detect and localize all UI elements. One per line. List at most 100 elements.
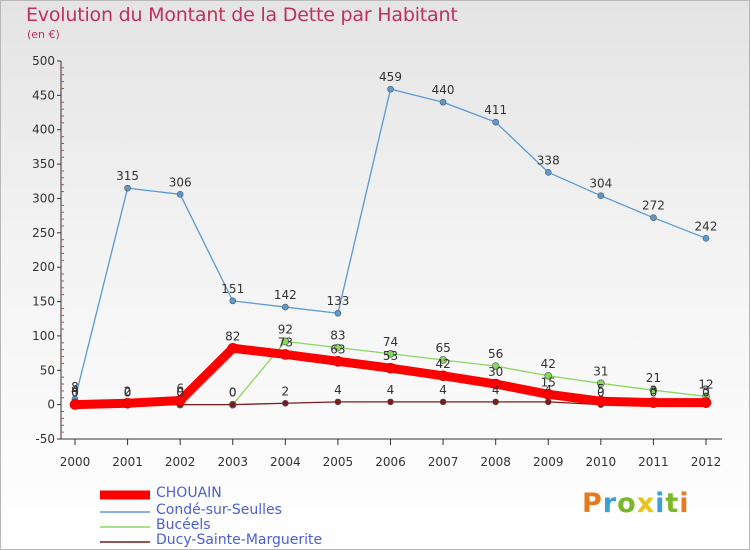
data-point <box>334 343 342 352</box>
logo-letter: o <box>617 488 637 519</box>
y-tick-label: 450 <box>32 88 55 102</box>
data-label: 151 <box>221 282 244 296</box>
data-point <box>439 98 447 106</box>
x-tick-label: 2002 <box>165 455 196 469</box>
data-point <box>544 371 553 380</box>
data-point <box>332 356 344 367</box>
logo-letter: P <box>582 488 603 519</box>
data-label: 5 <box>597 382 605 396</box>
data-label: 0 <box>176 386 184 400</box>
y-tick-label: 50 <box>40 363 55 377</box>
data-point <box>491 362 500 370</box>
x-tick-label: 2007 <box>428 455 459 469</box>
data-label: 92 <box>278 322 293 336</box>
data-point <box>595 395 607 407</box>
logo-letter: t <box>665 488 680 519</box>
data-label: 459 <box>379 70 402 84</box>
proxiti-logo: Proxiti <box>582 488 690 519</box>
data-label: 0 <box>71 386 79 400</box>
series-conde-sur-seulles <box>71 85 710 403</box>
data-label: 3 <box>702 384 710 398</box>
data-label: 21 <box>646 371 661 385</box>
data-label: 31 <box>593 364 608 378</box>
data-label: 73 <box>278 335 293 349</box>
legend-label: Condé-sur-Seulles <box>156 502 282 518</box>
data-label: 411 <box>484 103 507 117</box>
data-point <box>282 303 289 311</box>
x-tick-label: 2008 <box>480 455 511 469</box>
data-label: 74 <box>383 335 398 349</box>
x-tick-label: 2001 <box>112 455 143 469</box>
data-point <box>439 398 447 406</box>
data-label: 83 <box>330 329 345 343</box>
chart-subtitle: (en €) <box>27 28 60 41</box>
data-label: 0 <box>702 386 710 400</box>
data-point <box>542 389 554 400</box>
data-label: 0 <box>71 386 79 400</box>
legend-label: CHOUAIN <box>156 485 222 501</box>
logo-letter: i <box>679 488 690 519</box>
x-tick-label: 2009 <box>533 455 564 469</box>
chart-title: Evolution du Montant de la Dette par Hab… <box>26 4 458 26</box>
data-point <box>597 192 605 200</box>
data-point <box>229 297 237 305</box>
x-tick-label: 2005 <box>323 455 354 469</box>
data-point <box>387 398 394 406</box>
data-label: 142 <box>274 288 297 302</box>
data-point <box>334 398 342 406</box>
data-point <box>437 370 449 382</box>
data-point <box>280 349 291 360</box>
data-label: 4 <box>492 383 500 397</box>
data-label: 4 <box>71 383 79 397</box>
data-label: 0 <box>229 386 237 400</box>
data-point <box>122 397 133 409</box>
data-point <box>282 399 289 407</box>
legend-label: Bucéels <box>156 517 211 533</box>
y-tick-label: 200 <box>32 260 55 274</box>
data-point <box>174 395 186 406</box>
data-label: 304 <box>589 177 612 191</box>
y-tick-label: 350 <box>32 157 55 171</box>
data-label: 63 <box>330 342 345 356</box>
y-tick-label: -50 <box>35 432 55 446</box>
legend-swatch-ducy <box>100 541 150 543</box>
y-tick-label: 0 <box>47 398 55 412</box>
data-point <box>490 378 501 390</box>
y-tick-label: 500 <box>32 54 55 68</box>
data-label: 65 <box>435 341 450 355</box>
data-label: 4 <box>334 383 342 397</box>
y-tick-label: 300 <box>32 191 55 205</box>
data-label: 440 <box>432 83 455 97</box>
logo-letter: r <box>602 488 618 519</box>
x-tick-label: 2004 <box>270 455 301 469</box>
data-label: 315 <box>116 169 139 183</box>
data-label: 56 <box>488 347 503 361</box>
data-point <box>281 337 290 346</box>
data-point <box>385 362 396 374</box>
data-point <box>702 235 710 242</box>
x-tick-label: 2012 <box>691 455 722 469</box>
data-label: 0 <box>124 386 132 400</box>
logo-letter: i <box>655 488 666 519</box>
data-label: 0 <box>597 386 605 400</box>
y-tick-label: 100 <box>32 329 55 343</box>
data-label: 82 <box>225 329 240 343</box>
data-label: 30 <box>488 365 503 379</box>
data-label: 6 <box>176 382 184 396</box>
data-label: 0 <box>229 386 237 400</box>
data-point <box>544 169 552 176</box>
y-tick-label: 400 <box>32 123 55 137</box>
series-layer <box>69 85 712 410</box>
data-point <box>229 401 237 408</box>
data-label: 0 <box>124 386 132 400</box>
data-label: 4 <box>544 383 552 397</box>
data-label: 133 <box>326 294 349 308</box>
data-label: 4 <box>387 383 395 397</box>
data-point <box>648 397 659 408</box>
data-point <box>650 214 657 221</box>
data-label: 3 <box>650 384 658 398</box>
